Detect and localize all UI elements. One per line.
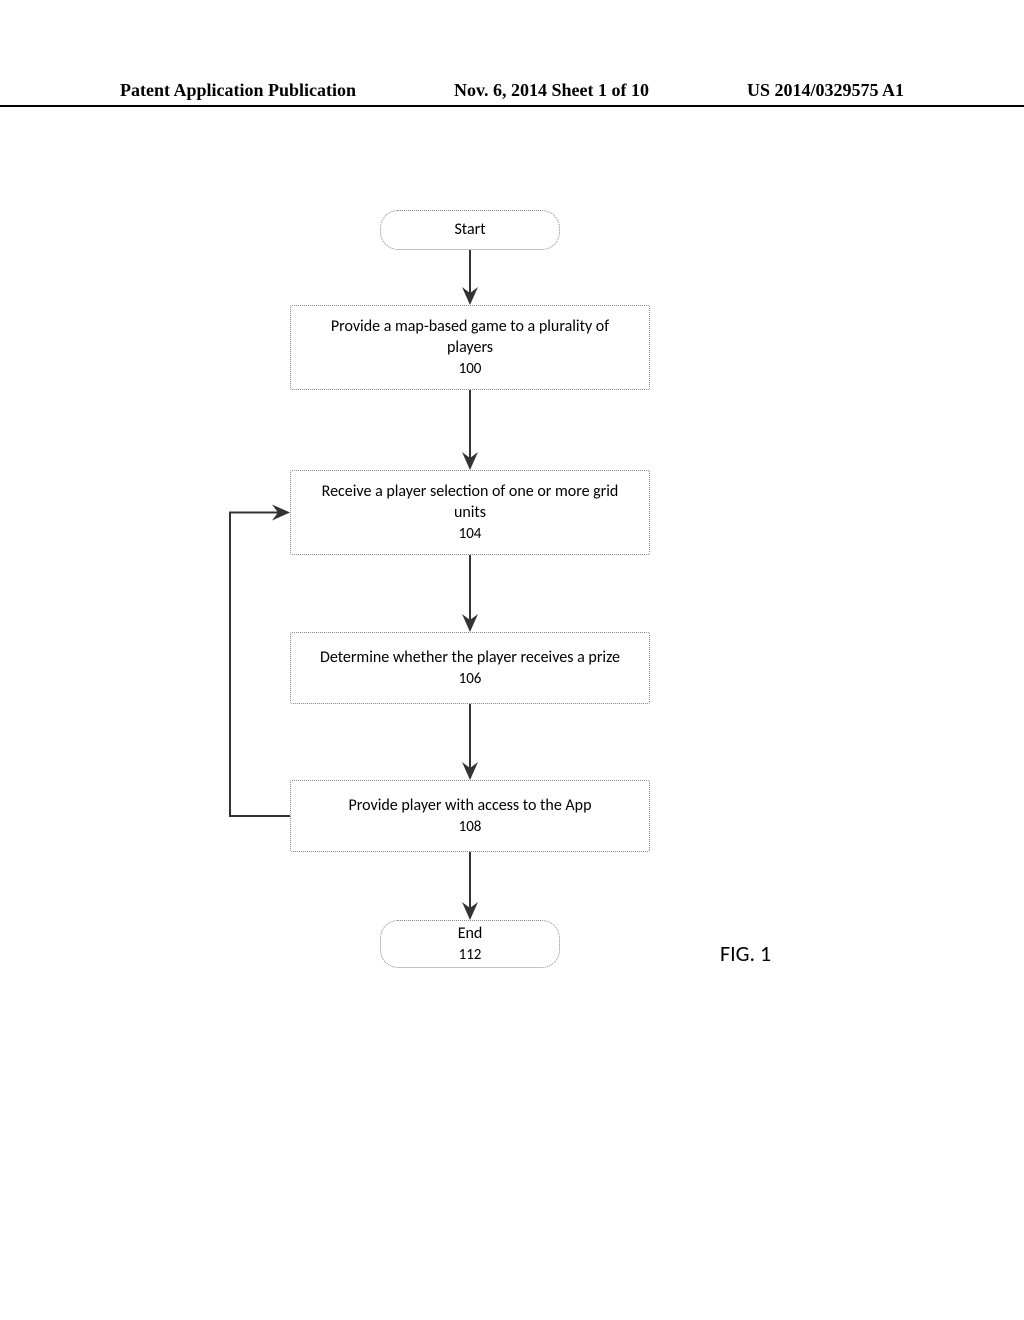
node-text-line1: Provide player with access to the App [349, 795, 592, 817]
node-label: End [458, 923, 483, 945]
header-right: US 2014/0329575 A1 [747, 80, 904, 101]
flowchart-node-108: Provide player with access to the App 10… [290, 780, 650, 852]
flowchart-node-100: Provide a map-based game to a plurality … [290, 305, 650, 390]
flowchart-node-106: Determine whether the player receives a … [290, 632, 650, 704]
node-text-line1: Determine whether the player receives a … [320, 647, 620, 669]
flowchart-node-end: End 112 [380, 920, 560, 968]
figure-label: FIG. 1 [720, 940, 771, 967]
node-ref-number: 106 [459, 669, 482, 689]
flowchart-node-104: Receive a player selection of one or mor… [290, 470, 650, 555]
node-text-line2: units [454, 502, 486, 524]
node-text-line1: Receive a player selection of one or mor… [322, 481, 619, 503]
node-ref-number: 104 [459, 524, 482, 544]
node-label: Start [454, 219, 485, 241]
header-center: Nov. 6, 2014 Sheet 1 of 10 [454, 80, 649, 101]
flowchart-figure-1: Start Provide a map-based game to a plur… [0, 200, 1024, 1050]
header-left: Patent Application Publication [120, 80, 356, 101]
node-text-line2: players [447, 337, 493, 359]
node-ref-number: 108 [459, 817, 482, 837]
node-ref-number: 112 [459, 945, 482, 965]
flowchart-node-start: Start [380, 210, 560, 250]
page-header: Patent Application Publication Nov. 6, 2… [0, 80, 1024, 107]
node-text-line1: Provide a map-based game to a plurality … [331, 316, 609, 338]
node-ref-number: 100 [459, 359, 482, 379]
